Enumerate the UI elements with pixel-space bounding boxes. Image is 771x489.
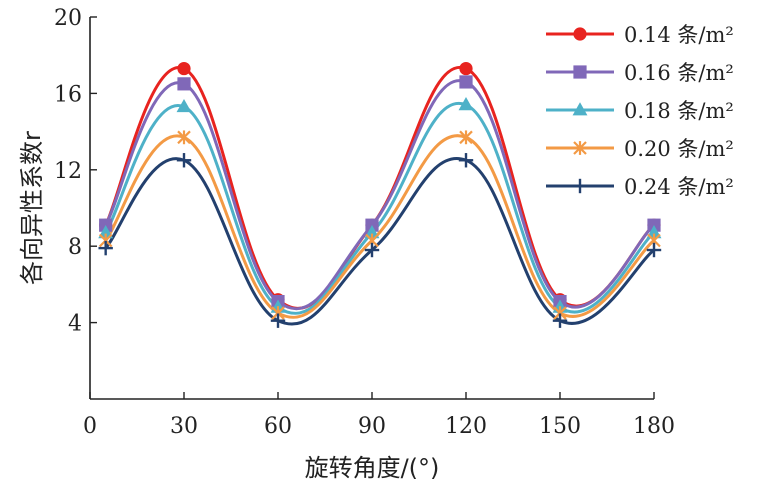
data-point-s2-4 <box>458 97 474 111</box>
data-point-s3-4 <box>459 130 473 145</box>
x-axis-title: 旋转角度/(°) <box>305 454 440 482</box>
legend-marker-2 <box>572 102 588 116</box>
legend-marker-3 <box>573 141 587 155</box>
data-point-s3-1 <box>177 130 191 145</box>
legend-marker-1 <box>573 65 587 79</box>
data-point-s4-4 <box>458 153 474 168</box>
series-line-1 <box>104 79 656 311</box>
data-point-s4-3 <box>364 242 380 258</box>
y-tick-label: 20 <box>54 6 82 31</box>
x-tick-label: 90 <box>358 414 386 439</box>
data-point-s2-6 <box>646 225 662 239</box>
data-point-s2-1 <box>176 98 192 113</box>
axes-frame <box>89 17 654 400</box>
x-tick-label: 180 <box>633 414 675 439</box>
data-point-s2-0 <box>98 225 114 239</box>
x-tick-label: 60 <box>264 414 292 439</box>
legend-label-3: 0.20 条/m² <box>624 137 734 161</box>
data-point-s1-4 <box>459 75 473 89</box>
series-lines <box>104 65 656 326</box>
data-point-s0-1 <box>177 61 191 76</box>
data-point-s2-3 <box>364 225 380 239</box>
legend-marker-0 <box>573 27 587 41</box>
legend-marker-4 <box>572 178 588 194</box>
y-tick-label: 16 <box>54 82 82 107</box>
legend: 0.14 条/m² 0.16 条/m² 0.18 条/m² 0.20 条/m² 0.24… <box>546 23 734 199</box>
data-point-s0-4 <box>459 61 473 76</box>
y-tick-label: 12 <box>54 159 82 184</box>
y-tick-label: 8 <box>68 235 82 260</box>
series-markers <box>98 61 662 328</box>
x-tick-label: 0 <box>83 414 97 439</box>
legend-label-2: 0.18 条/m² <box>624 99 734 123</box>
data-point-s4-2 <box>270 313 286 328</box>
data-point-s4-1 <box>176 153 192 168</box>
x-ticks: 0 30 60 90 120 150 180 <box>83 392 675 439</box>
data-point-s4-5 <box>552 313 568 328</box>
x-tick-label: 30 <box>170 414 198 439</box>
data-point-s1-1 <box>177 77 191 91</box>
x-tick-label: 120 <box>445 414 487 439</box>
legend-label-4: 0.24 条/m² <box>624 175 734 199</box>
series-line-4 <box>104 156 655 326</box>
y-tick-label: 4 <box>68 312 82 337</box>
legend-label-0: 0.14 条/m² <box>624 23 734 47</box>
y-axis-title: 各向异性系数r <box>18 131 46 285</box>
series-line-0 <box>104 65 656 310</box>
x-tick-label: 150 <box>539 414 581 439</box>
legend-label-1: 0.16 条/m² <box>624 61 734 85</box>
data-point-s4-0 <box>98 240 113 256</box>
y-ticks: 4 8 12 16 20 <box>54 6 97 337</box>
data-point-s4-6 <box>646 242 662 258</box>
